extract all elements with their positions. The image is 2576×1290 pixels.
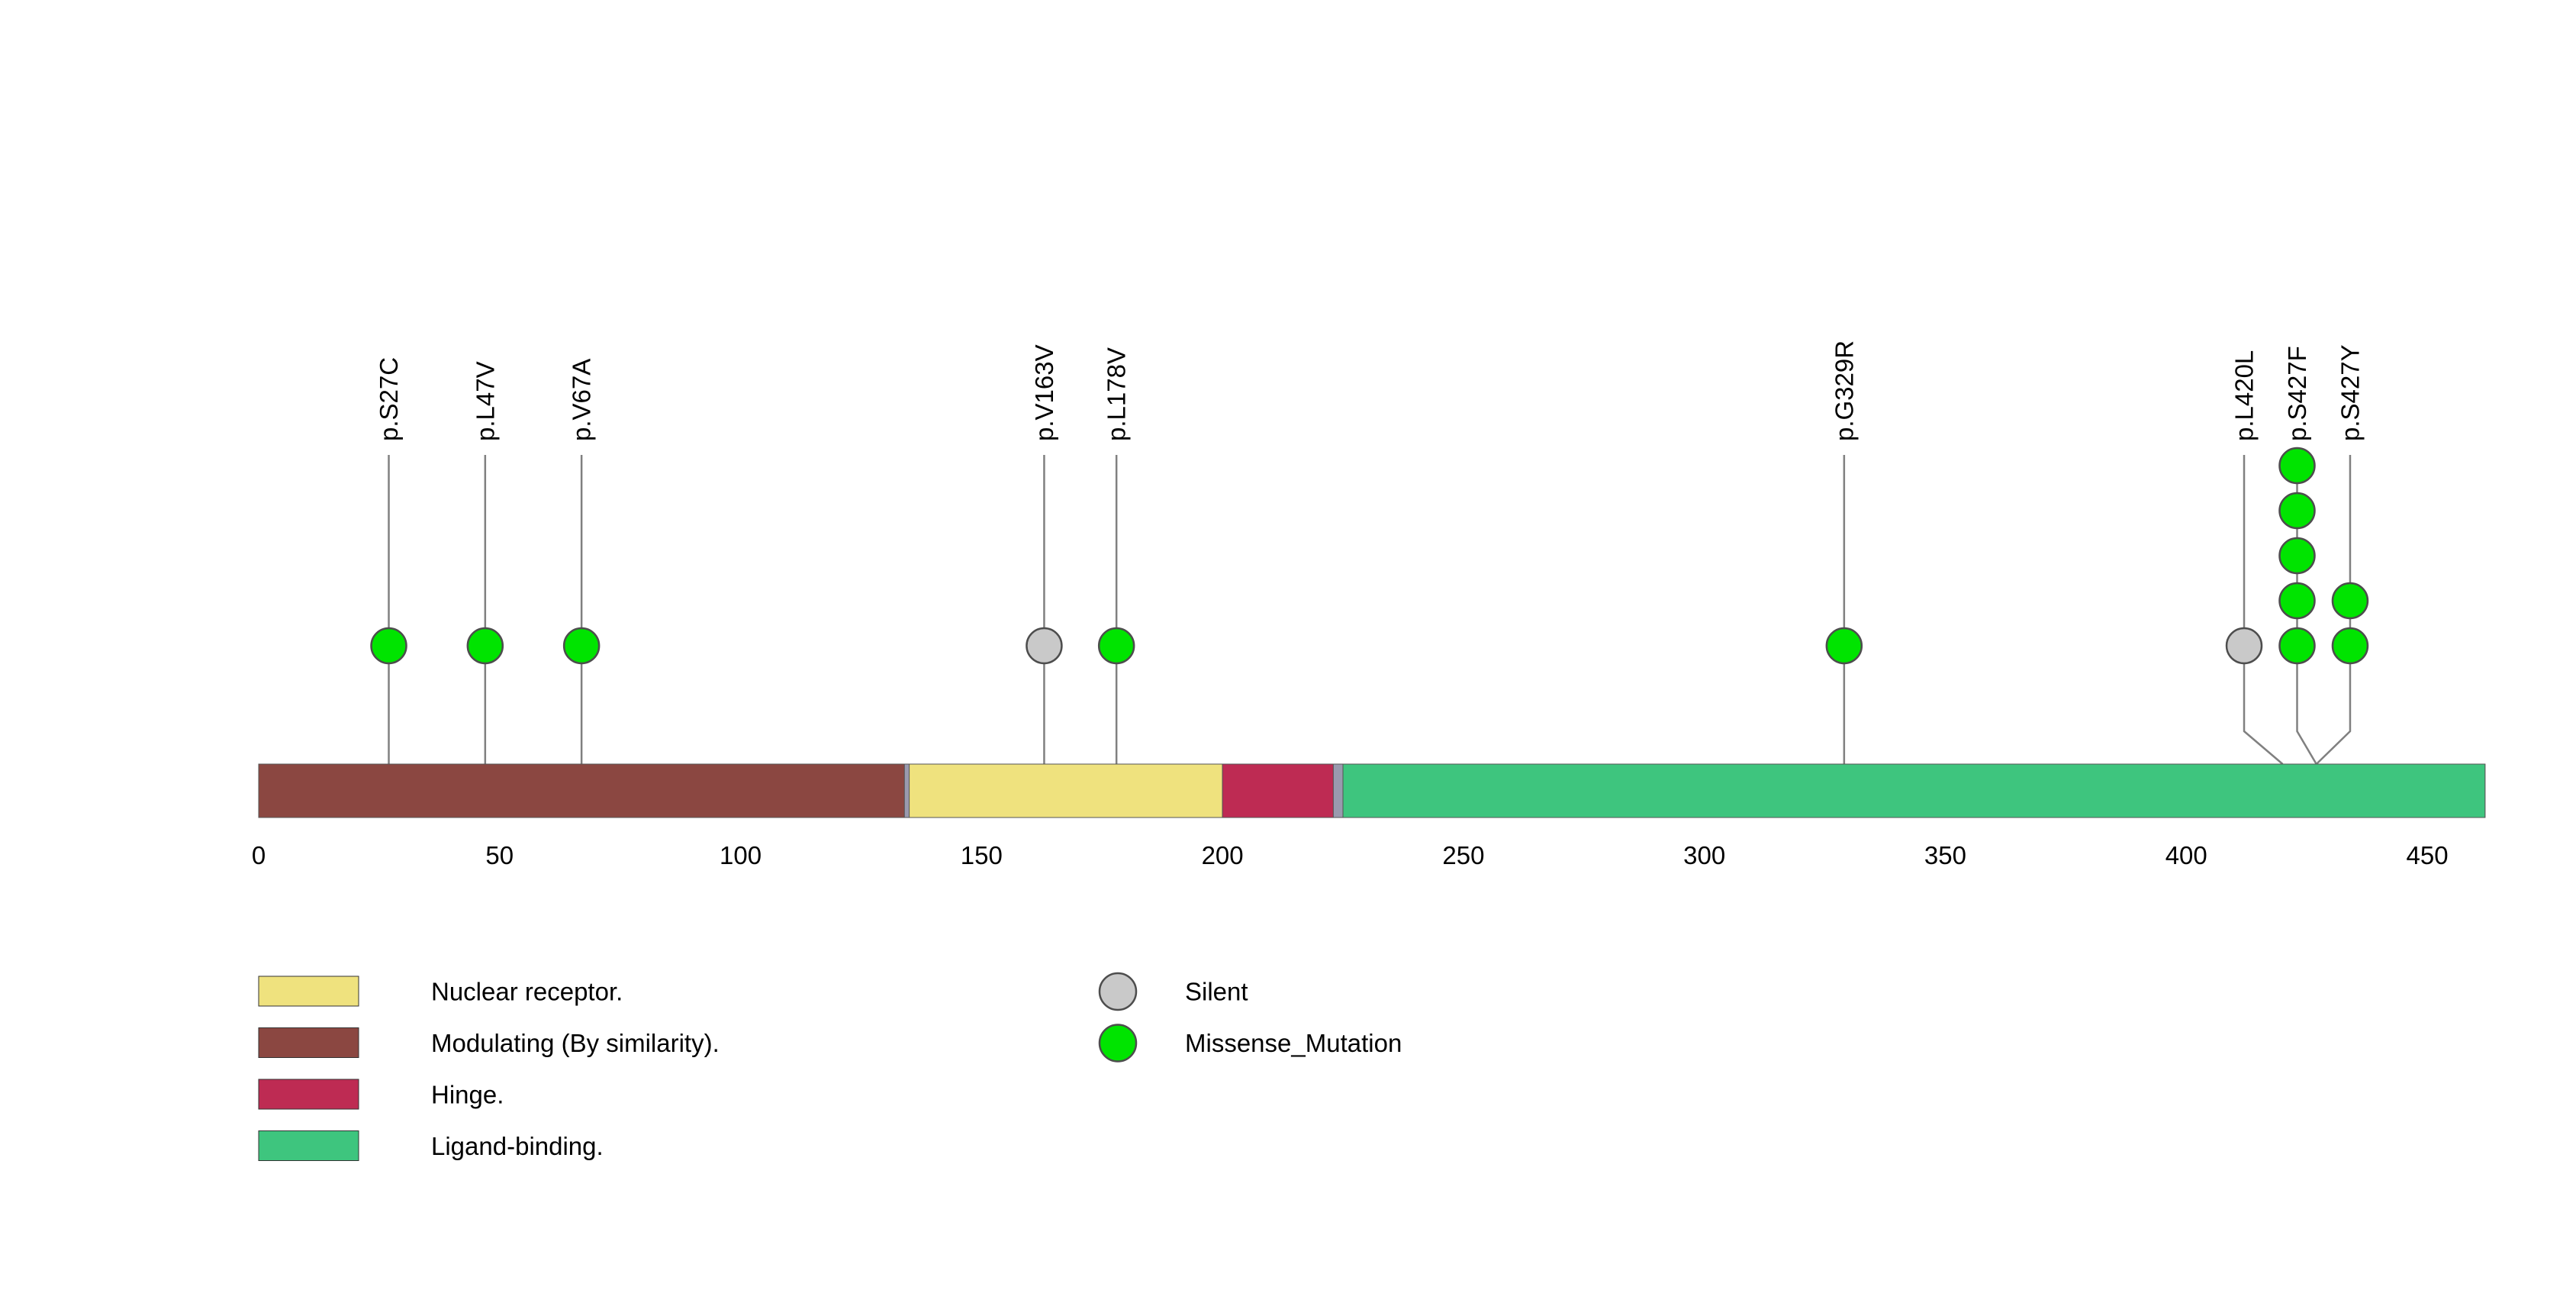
legend-swatch-modulating-by-similarity (258, 1027, 359, 1058)
domain-rect-nuclear-receptor (909, 763, 1223, 818)
legend-circle-silent (1098, 972, 1138, 1011)
mutation-circle-p-s427f (2278, 627, 2316, 665)
axis-tick-label-350: 350 (1924, 841, 1966, 869)
axis-tick-label-100: 100 (720, 841, 762, 869)
legend-swatch-nuclear-receptor (258, 976, 359, 1007)
mutation-circle-p-s427f (2278, 447, 2316, 485)
axis-tick-label-300: 300 (1683, 841, 1725, 869)
mutation-circle-p-v67a (562, 627, 601, 665)
legend-circle-missense-mutation (1098, 1024, 1138, 1063)
axis-tick-label-150: 150 (961, 841, 1003, 869)
axis-tick-label-50: 50 (485, 841, 514, 869)
axis-tick-label-0: 0 (252, 841, 266, 869)
mutation-circle-p-g329r (1825, 627, 1863, 665)
legend-label-hinge: Hinge. (431, 1081, 504, 1109)
legend-label-silent: Silent (1185, 978, 1248, 1006)
domain-rect-ligand-binding (1342, 763, 2486, 818)
legend-label-nuclear-receptor: Nuclear receptor. (431, 978, 623, 1006)
mutation-label-p-l178v: p.L178V (1103, 347, 1131, 441)
mutation-label-p-s427y: p.S427Y (2336, 344, 2364, 441)
axis-tick-label-250: 250 (1442, 841, 1484, 869)
mutation-circle-p-s427f (2278, 582, 2316, 620)
mutation-circle-p-l420l (2225, 627, 2263, 665)
axis-tick-label-450: 450 (2406, 841, 2448, 869)
mutation-circle-p-l178v (1097, 627, 1135, 665)
lollipop-stem-p-l420l (2243, 455, 2284, 765)
domain-rect-modulating-by-similarity (258, 763, 905, 818)
mutation-label-p-l47v: p.L47V (471, 361, 499, 441)
mutation-circle-p-v163v (1026, 627, 1063, 665)
legend-label-modulating-by-similarity: Modulating (By similarity). (431, 1029, 720, 1057)
legend-swatch-ligand-binding (258, 1130, 359, 1161)
axis-tick-label-400: 400 (2165, 841, 2207, 869)
lollipop-stem-p-s427y (2315, 455, 2352, 765)
mutation-circle-p-s427f (2278, 537, 2316, 575)
mutation-label-p-v163v: p.V163V (1030, 344, 1058, 441)
mutation-label-p-l420l: p.L420L (2230, 350, 2259, 441)
legend-swatch-hinge (258, 1079, 359, 1110)
mutation-circle-p-s427f (2278, 492, 2316, 530)
mutation-label-p-s427f: p.S427F (2283, 346, 2311, 441)
mutation-label-p-g329r: p.G329R (1830, 340, 1858, 441)
legend-label-ligand-binding: Ligand-binding. (431, 1132, 604, 1160)
mutation-circle-p-s427y (2331, 627, 2369, 665)
legend-label-missense-mutation: Missense_Mutation (1185, 1029, 1402, 1057)
axis-tick-label-200: 200 (1202, 841, 1244, 869)
mutation-circle-p-s427y (2331, 582, 2369, 620)
mutation-circle-p-s27c (370, 627, 407, 665)
mutation-label-p-v67a: p.V67A (568, 359, 596, 441)
domain-rect-hinge (1222, 763, 1334, 818)
mutation-circle-p-l47v (466, 627, 504, 665)
mutation-label-p-s27c: p.S27C (375, 357, 403, 441)
